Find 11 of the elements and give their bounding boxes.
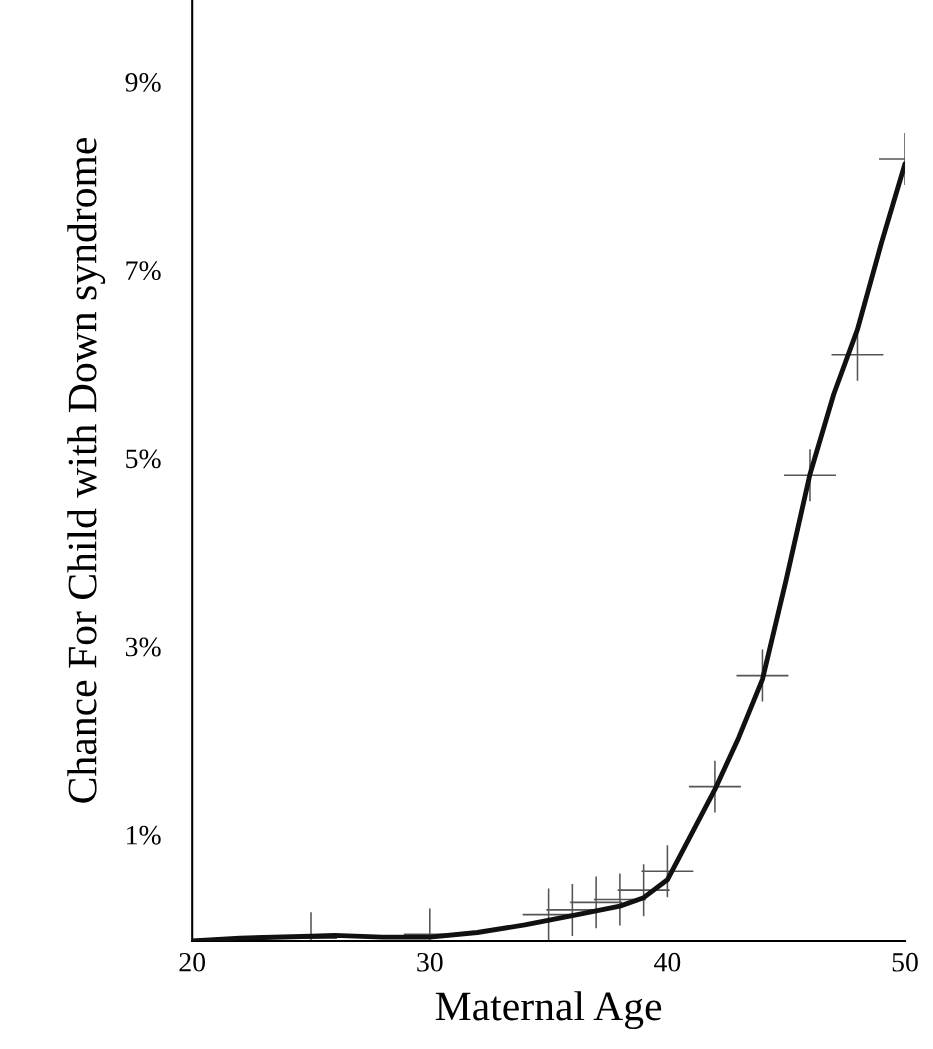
x-tick-label: 40 [654, 952, 681, 972]
y-tick-label: 9% [125, 73, 161, 92]
y-tick-label: 5% [126, 449, 161, 469]
y-axis-title: Chance For Child with Down syndrome [67, 138, 106, 803]
x-tick-label: 30 [417, 952, 443, 972]
y-tick-label: 3% [125, 637, 161, 657]
x-tick-label: 20 [179, 952, 206, 972]
x-tick-label: 50 [892, 952, 918, 972]
x-axis-title: Maternal Age [435, 991, 662, 1030]
y-tick-label: 1% [127, 825, 161, 845]
y-tick-label: 7% [126, 261, 161, 281]
